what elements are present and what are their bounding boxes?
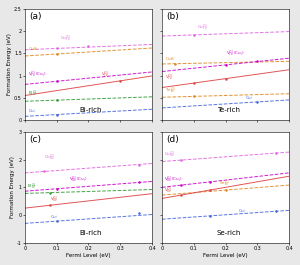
Text: Cu$_i$: Cu$_i$: [28, 107, 37, 114]
Text: Te-rich: Te-rich: [217, 107, 240, 113]
Text: V$_{Te}^{(1)}$: V$_{Te}^{(1)}$: [101, 69, 110, 80]
Text: (b): (b): [166, 12, 179, 21]
Text: V$_{Se}^{(2)}$: V$_{Se}^{(2)}$: [164, 185, 172, 196]
Text: Bi$_{Te}^{(1)}$: Bi$_{Te}^{(1)}$: [28, 89, 38, 99]
Text: (c): (c): [29, 135, 41, 144]
Text: V$_{Se}^{(1)}$(Cu$_i$): V$_{Se}^{(1)}$(Cu$_i$): [69, 174, 88, 184]
Text: V$_{Te}^{(1)}$(Cu$_i$): V$_{Te}^{(1)}$(Cu$_i$): [28, 69, 46, 80]
Text: Bi$_{Se}^{(1)}$: Bi$_{Se}^{(1)}$: [27, 181, 36, 192]
Text: Se-rich: Se-rich: [216, 230, 240, 236]
Text: Cu$_{Te}^{(1)}$: Cu$_{Te}^{(1)}$: [197, 23, 208, 33]
Text: Se$_{Bi}^{(1)}$: Se$_{Bi}^{(1)}$: [219, 178, 230, 189]
X-axis label: Fermi Level (eV): Fermi Level (eV): [203, 253, 248, 258]
Text: V$_{Te}^{(1)}$(Cu$_i$): V$_{Te}^{(1)}$(Cu$_i$): [226, 48, 244, 59]
Text: V$_{Se}^{(1)}$(Cu$_i$): V$_{Se}^{(1)}$(Cu$_i$): [164, 175, 182, 185]
Text: Cu$_i$: Cu$_i$: [238, 207, 247, 215]
Text: Cu$_{Bi}$: Cu$_{Bi}$: [28, 46, 38, 53]
Text: Bi-rich: Bi-rich: [80, 107, 102, 113]
Text: V$_{Se}^{(1)}$: V$_{Se}^{(1)}$: [50, 195, 59, 205]
Text: Cu$_i$: Cu$_i$: [50, 214, 59, 221]
Text: Cu$_{Te}^{(1)}$: Cu$_{Te}^{(1)}$: [60, 34, 71, 45]
Text: Cu$_{Se}^{(1)}$: Cu$_{Se}^{(1)}$: [164, 149, 175, 160]
Text: Cu$_i$: Cu$_i$: [245, 94, 253, 102]
X-axis label: Fermi Level (eV): Fermi Level (eV): [66, 253, 111, 258]
Text: Te$_{Bi}^{(1)}$: Te$_{Bi}^{(1)}$: [165, 86, 176, 96]
Text: V$_{Te}^{(2)}$: V$_{Te}^{(2)}$: [165, 73, 174, 83]
Y-axis label: Formation Energy (eV): Formation Energy (eV): [10, 156, 15, 218]
Y-axis label: Formation Energy (eV): Formation Energy (eV): [7, 33, 12, 95]
Text: Bi-rich: Bi-rich: [80, 230, 102, 236]
Text: Cu$_{Bi}$: Cu$_{Bi}$: [165, 55, 176, 63]
Text: Cu$_{Se}^{(1)}$: Cu$_{Se}^{(1)}$: [44, 153, 56, 163]
Text: (a): (a): [29, 12, 41, 21]
Text: (d): (d): [166, 135, 179, 144]
